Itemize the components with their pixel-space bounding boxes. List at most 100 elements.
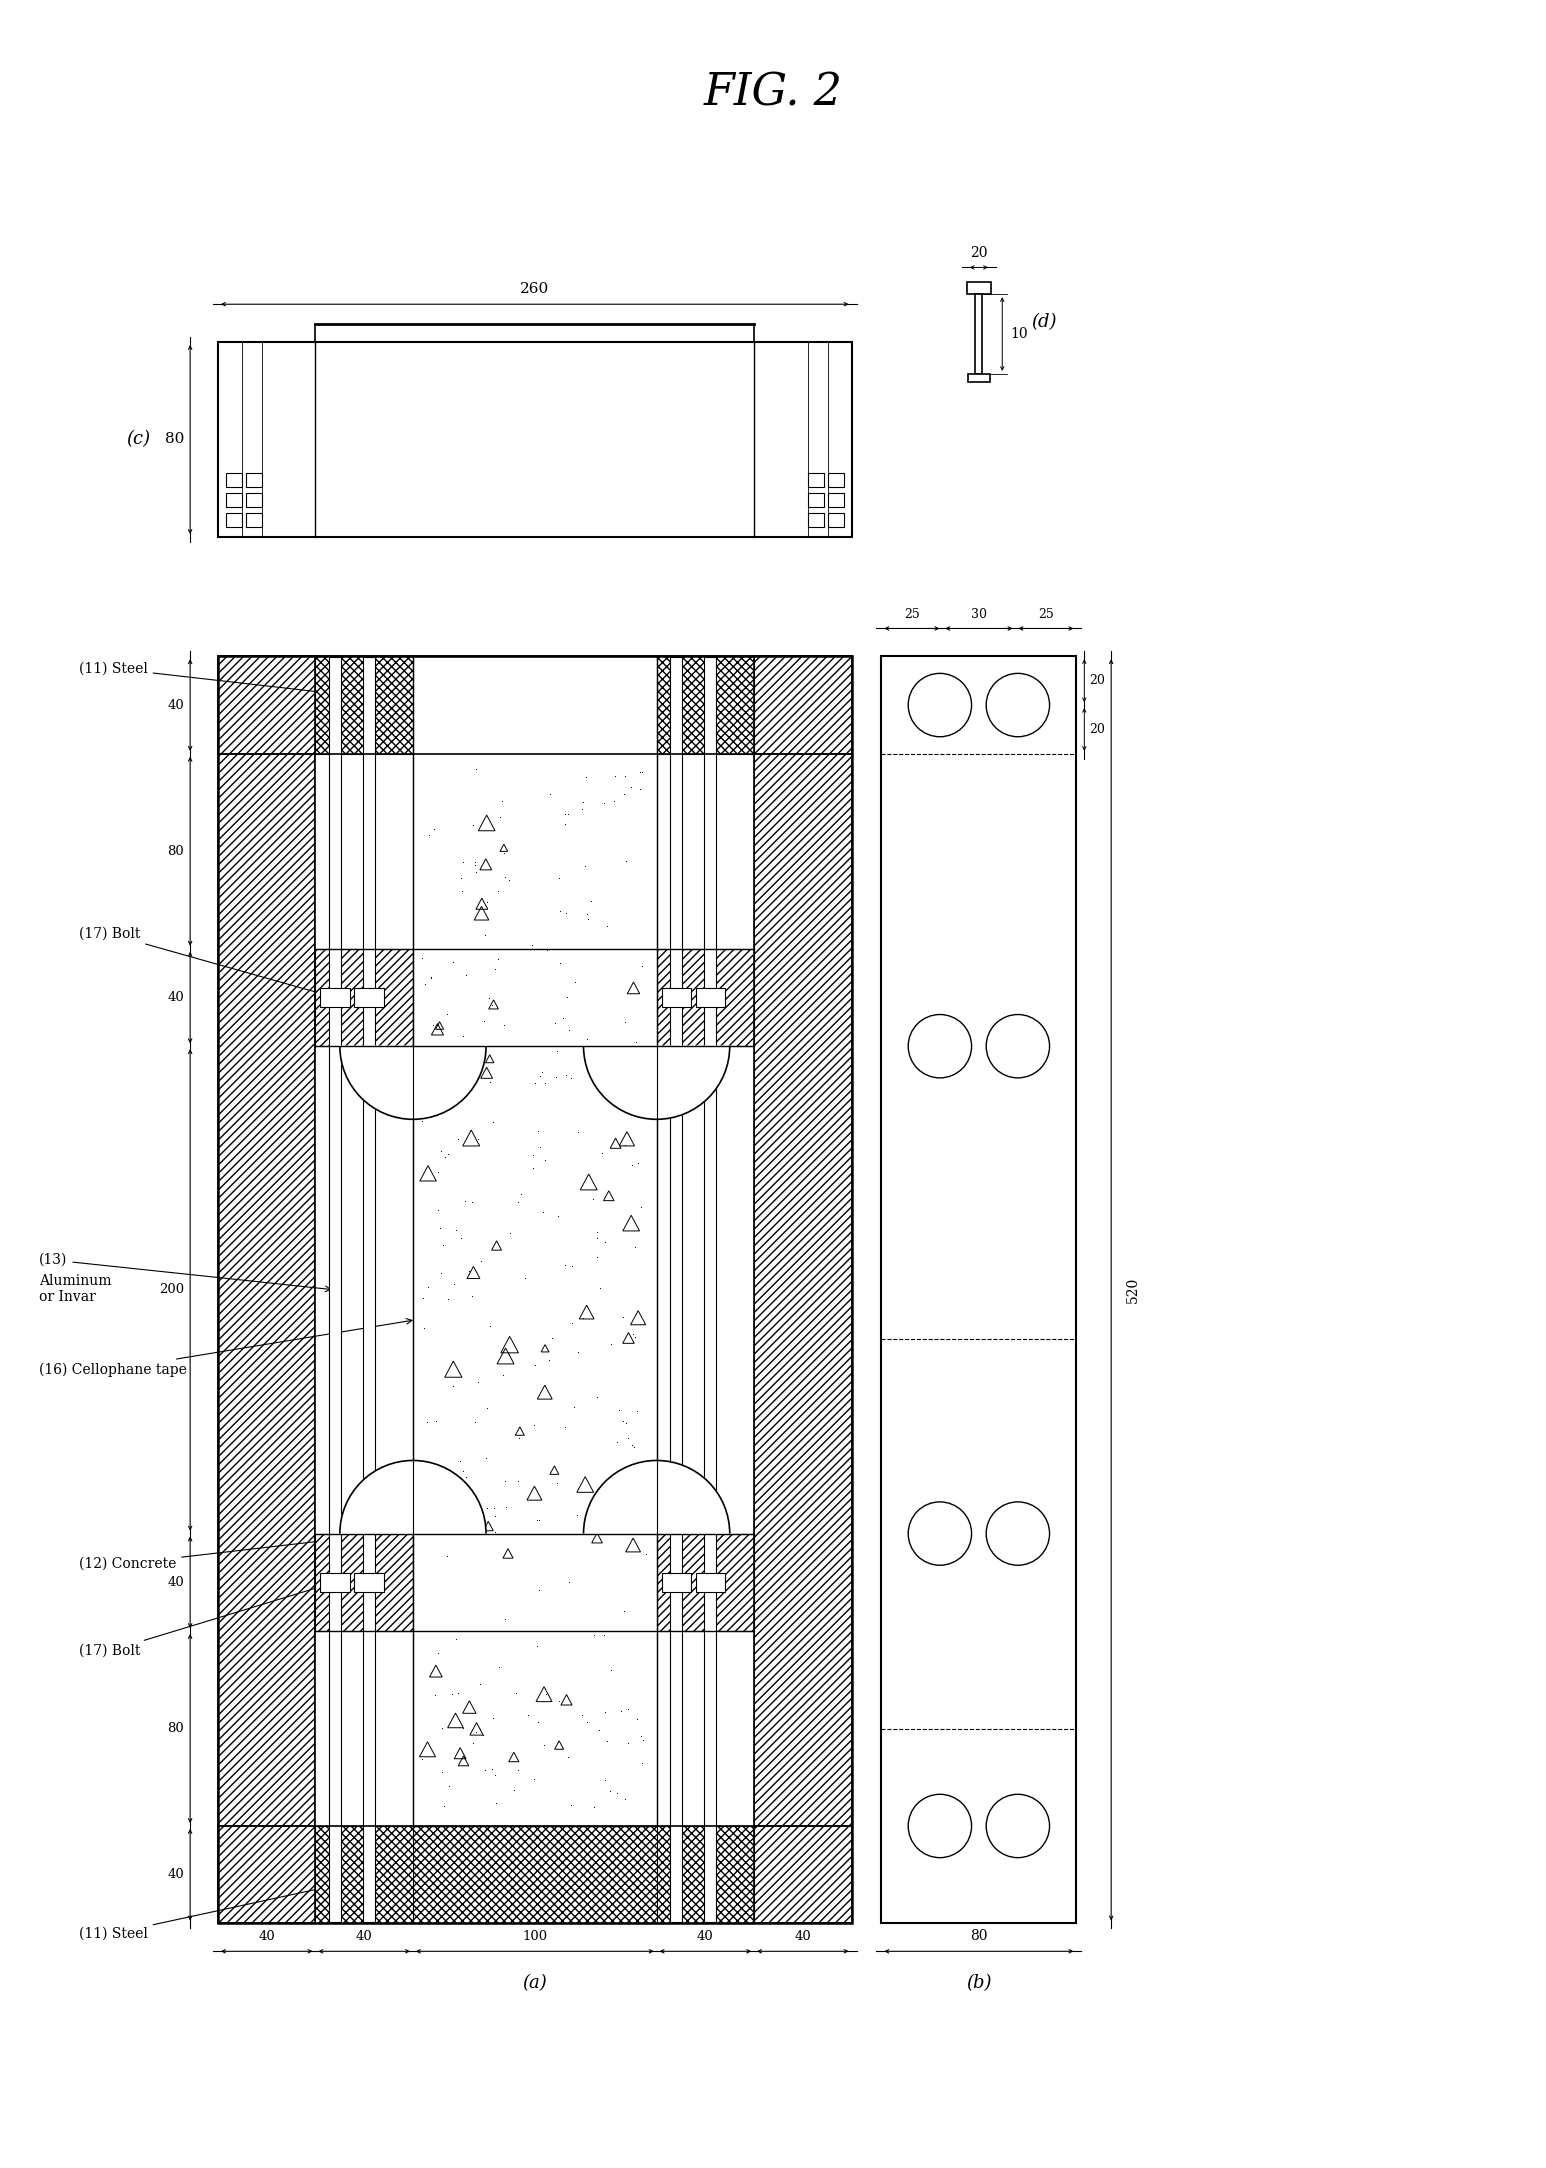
Point [479, 1752, 504, 1786]
Point [569, 791, 594, 826]
Bar [246, 514, 261, 527]
Point [598, 1327, 623, 1362]
Point [451, 843, 476, 878]
Bar [657, 950, 754, 1047]
Bar [703, 657, 716, 1923]
Point [441, 945, 465, 980]
Point [612, 776, 637, 811]
Point [533, 1143, 558, 1177]
Bar [329, 657, 342, 1923]
Point [575, 1021, 600, 1056]
Bar [363, 657, 376, 1923]
Point [521, 1760, 546, 1795]
Point [592, 1225, 617, 1260]
Text: (11) Steel: (11) Steel [79, 1886, 323, 1940]
Point [615, 1726, 640, 1760]
Bar [315, 1533, 413, 1630]
Point [487, 1650, 512, 1685]
Point [526, 1114, 550, 1149]
Point [493, 1602, 518, 1637]
Point [436, 1769, 461, 1804]
Bar [657, 1533, 754, 1630]
Point [584, 1214, 609, 1249]
Point [506, 1463, 530, 1498]
Point [628, 772, 652, 806]
Point [465, 1123, 490, 1158]
Text: (d): (d) [1031, 312, 1056, 332]
Point [481, 1702, 506, 1737]
Point [416, 932, 441, 967]
Point [424, 1678, 448, 1713]
Bar [320, 1572, 349, 1591]
Point [478, 1064, 502, 1099]
Point [606, 1064, 631, 1099]
Bar [315, 950, 413, 1047]
Point [570, 785, 595, 820]
Bar [881, 657, 1076, 1923]
Point [428, 1212, 453, 1247]
Point [618, 1147, 643, 1182]
Point [455, 1045, 479, 1080]
Point [587, 1270, 612, 1305]
Point [553, 1058, 578, 1093]
Bar [218, 657, 315, 1923]
Point [566, 1114, 591, 1149]
Bar [662, 1572, 691, 1591]
Bar [976, 295, 982, 373]
Point [591, 1617, 615, 1652]
Point [414, 1405, 439, 1440]
Point [493, 1489, 518, 1524]
Bar [827, 492, 844, 507]
Point [618, 770, 643, 804]
Point [502, 1773, 527, 1808]
Point [448, 1221, 473, 1255]
Point [451, 1453, 476, 1487]
Point [507, 1420, 532, 1455]
Point [467, 1713, 492, 1747]
Point [461, 1279, 485, 1314]
Point [504, 1676, 529, 1711]
Point [523, 1067, 547, 1101]
Point [612, 1006, 637, 1041]
Point [581, 1182, 606, 1216]
Point [527, 1130, 552, 1164]
Point [552, 1249, 577, 1283]
Point [419, 960, 444, 995]
Point [455, 958, 479, 993]
Point [498, 1216, 523, 1251]
Point [481, 1106, 506, 1140]
Point [519, 928, 544, 963]
Text: 40: 40 [167, 991, 184, 1004]
Bar [226, 473, 241, 488]
Point [450, 1711, 475, 1745]
Point [584, 1240, 609, 1275]
Text: (12) Concrete: (12) Concrete [79, 1518, 510, 1570]
Text: 40: 40 [697, 1930, 714, 1943]
Point [592, 785, 617, 820]
Point [433, 1140, 458, 1175]
Text: (a): (a) [523, 1975, 547, 1992]
Point [498, 1338, 523, 1372]
Point [569, 1613, 594, 1648]
Point [589, 1136, 614, 1171]
Point [441, 1678, 465, 1713]
Point [421, 1008, 445, 1043]
Point [550, 999, 575, 1034]
Point [410, 1104, 434, 1138]
Point [431, 1227, 456, 1262]
Point [581, 1617, 606, 1652]
Text: 30: 30 [971, 607, 986, 620]
Point [578, 882, 603, 917]
Point [461, 1726, 485, 1760]
Point [529, 1058, 553, 1093]
Bar [966, 282, 991, 295]
Point [581, 1789, 606, 1823]
Text: 20: 20 [1090, 674, 1105, 687]
Bar [246, 492, 261, 507]
Point [574, 759, 598, 793]
Point [547, 861, 572, 895]
Point [574, 850, 598, 885]
Point [623, 1023, 648, 1058]
Point [467, 1667, 492, 1702]
Bar [827, 514, 844, 527]
